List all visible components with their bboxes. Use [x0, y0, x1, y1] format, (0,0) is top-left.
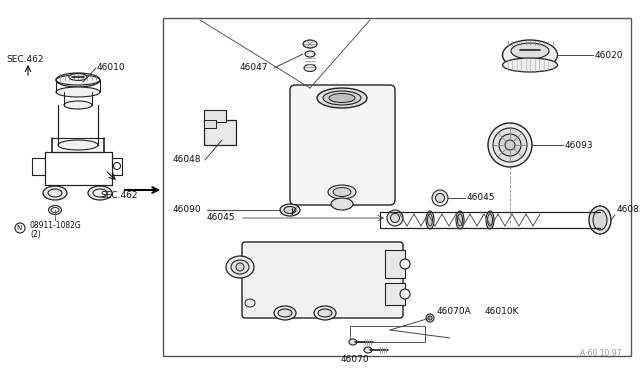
Ellipse shape	[323, 91, 361, 105]
Ellipse shape	[303, 40, 317, 48]
Ellipse shape	[274, 306, 296, 320]
Ellipse shape	[56, 87, 100, 97]
Ellipse shape	[49, 205, 61, 215]
Text: 46045: 46045	[467, 193, 495, 202]
Ellipse shape	[589, 206, 611, 234]
Text: 46047: 46047	[240, 64, 269, 73]
Text: 46048: 46048	[173, 155, 202, 164]
Ellipse shape	[456, 211, 464, 229]
Ellipse shape	[56, 73, 100, 87]
Ellipse shape	[593, 210, 607, 230]
Ellipse shape	[511, 43, 549, 59]
Text: 46020: 46020	[595, 51, 623, 60]
Ellipse shape	[488, 123, 532, 167]
Text: N: N	[17, 225, 22, 231]
Text: 46010K: 46010K	[485, 308, 520, 317]
Ellipse shape	[493, 128, 527, 162]
Ellipse shape	[231, 260, 249, 274]
Bar	[163, 18, 631, 356]
Ellipse shape	[245, 299, 255, 307]
Ellipse shape	[236, 263, 244, 271]
Ellipse shape	[488, 214, 493, 226]
Ellipse shape	[88, 186, 112, 200]
Ellipse shape	[426, 211, 434, 229]
Ellipse shape	[226, 256, 254, 278]
Ellipse shape	[284, 206, 296, 214]
Ellipse shape	[400, 289, 410, 299]
Ellipse shape	[458, 214, 463, 226]
Ellipse shape	[502, 40, 557, 70]
Bar	[385, 250, 405, 278]
Text: 46070A: 46070A	[437, 308, 472, 317]
Text: 46090: 46090	[173, 205, 202, 215]
Bar	[385, 283, 405, 305]
Text: 46045: 46045	[207, 214, 236, 222]
Ellipse shape	[432, 190, 448, 206]
Ellipse shape	[278, 309, 292, 317]
Text: A·60 10 97: A·60 10 97	[580, 350, 622, 359]
Ellipse shape	[364, 347, 372, 353]
Bar	[350, 326, 425, 342]
Ellipse shape	[280, 204, 300, 216]
Text: 46093: 46093	[565, 141, 594, 150]
Ellipse shape	[304, 64, 316, 71]
Ellipse shape	[428, 214, 433, 226]
Text: 46082: 46082	[617, 205, 640, 215]
FancyBboxPatch shape	[290, 85, 395, 205]
Text: SEC.462: SEC.462	[100, 192, 138, 201]
Ellipse shape	[329, 93, 355, 103]
Ellipse shape	[314, 306, 336, 320]
Ellipse shape	[317, 88, 367, 108]
Ellipse shape	[400, 259, 410, 269]
Ellipse shape	[426, 314, 434, 322]
Bar	[204, 110, 226, 122]
Text: SEC.462: SEC.462	[6, 55, 44, 64]
Ellipse shape	[499, 134, 521, 156]
Text: 08911-1082G: 08911-1082G	[30, 221, 82, 231]
Ellipse shape	[333, 187, 351, 196]
Text: 46010: 46010	[97, 64, 125, 73]
Ellipse shape	[58, 140, 98, 150]
Ellipse shape	[69, 74, 87, 80]
Ellipse shape	[64, 101, 92, 109]
Ellipse shape	[387, 210, 403, 226]
Ellipse shape	[318, 309, 332, 317]
Bar	[204, 120, 216, 128]
Text: 46070: 46070	[340, 356, 369, 365]
Ellipse shape	[349, 339, 357, 345]
Ellipse shape	[328, 185, 356, 199]
Ellipse shape	[435, 193, 445, 202]
Ellipse shape	[486, 211, 494, 229]
Ellipse shape	[331, 198, 353, 210]
Ellipse shape	[305, 51, 315, 57]
Text: (2): (2)	[30, 230, 41, 238]
Ellipse shape	[43, 186, 67, 200]
Ellipse shape	[502, 58, 557, 72]
Bar	[204, 120, 236, 145]
Ellipse shape	[390, 214, 399, 222]
FancyBboxPatch shape	[242, 242, 403, 318]
Ellipse shape	[428, 316, 432, 320]
Ellipse shape	[505, 140, 515, 150]
